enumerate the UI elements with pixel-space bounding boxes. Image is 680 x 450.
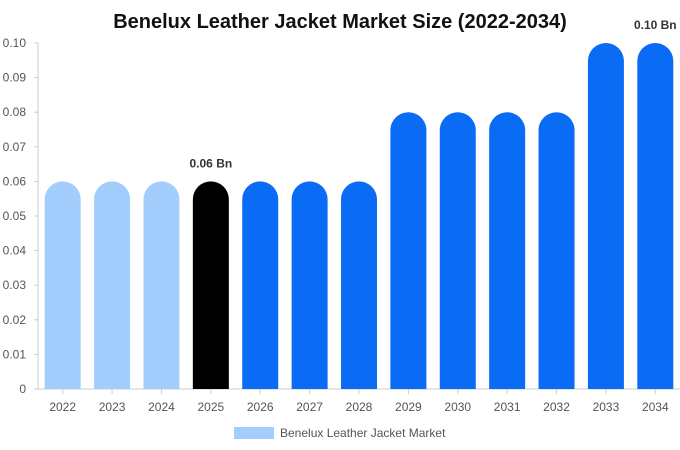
y-tick-label: 0.08 <box>3 105 27 119</box>
data-label-2034: 0.10 Bn <box>634 18 677 32</box>
y-tick-label: 0.01 <box>3 347 27 361</box>
y-tick-label: 0.05 <box>3 209 27 223</box>
bar-2034[interactable] <box>637 43 674 389</box>
y-tick-label: 0.03 <box>3 278 27 292</box>
bar-2022[interactable] <box>44 181 81 389</box>
x-tick-label: 2024 <box>148 400 175 414</box>
x-tick-label: 2032 <box>543 400 570 414</box>
x-tick-label: 2030 <box>444 400 471 414</box>
x-tick-label: 2026 <box>247 400 274 414</box>
bar-2025[interactable] <box>192 181 229 389</box>
x-tick-label: 2027 <box>296 400 323 414</box>
bar-2024[interactable] <box>143 181 180 389</box>
y-tick-label: 0.10 <box>3 36 27 50</box>
y-tick-label: 0.09 <box>3 71 27 85</box>
x-tick-label: 2025 <box>197 400 224 414</box>
x-tick-label: 2031 <box>494 400 521 414</box>
bar-2032[interactable] <box>538 112 575 389</box>
x-axis: 2022 2023 2024 2025 2026 2027 2028 2029 2030 2031… <box>38 388 680 414</box>
data-labels: 0.06 Bn 0.10 Bn <box>190 18 677 170</box>
legend-label: Benelux Leather Jacket Market <box>280 426 446 440</box>
bar-2033[interactable] <box>587 43 624 389</box>
legend[interactable]: Benelux Leather Jacket Market <box>234 426 446 440</box>
y-tick-label: 0.02 <box>3 313 27 327</box>
x-tick-label: 2033 <box>593 400 620 414</box>
bar-2029[interactable] <box>390 112 427 389</box>
bar-2027[interactable] <box>291 181 328 389</box>
y-axis: 0 0.01 0.02 0.03 0.04 0.05 0.06 0.07 0.08 0.09 0.1… <box>3 36 39 396</box>
bar-2026[interactable] <box>242 181 279 389</box>
x-tick-label: 2022 <box>49 400 76 414</box>
chart-title: Benelux Leather Jacket Market Size (2022… <box>113 11 567 33</box>
bar-2030[interactable] <box>439 112 476 389</box>
bars <box>44 43 674 389</box>
bar-2023[interactable] <box>94 181 131 389</box>
x-tick-label: 2023 <box>99 400 126 414</box>
data-label-2025: 0.06 Bn <box>190 156 233 170</box>
bar-2031[interactable] <box>489 112 526 389</box>
x-tick-label: 2028 <box>346 400 373 414</box>
bar-2028[interactable] <box>341 181 377 389</box>
y-tick-label: 0 <box>19 382 26 396</box>
x-tick-label: 2034 <box>642 400 669 414</box>
y-tick-label: 0.07 <box>3 140 27 154</box>
y-tick-label: 0.04 <box>3 244 27 258</box>
y-tick-label: 0.06 <box>3 174 27 188</box>
x-tick-label: 2029 <box>395 400 422 414</box>
legend-swatch <box>234 427 274 439</box>
